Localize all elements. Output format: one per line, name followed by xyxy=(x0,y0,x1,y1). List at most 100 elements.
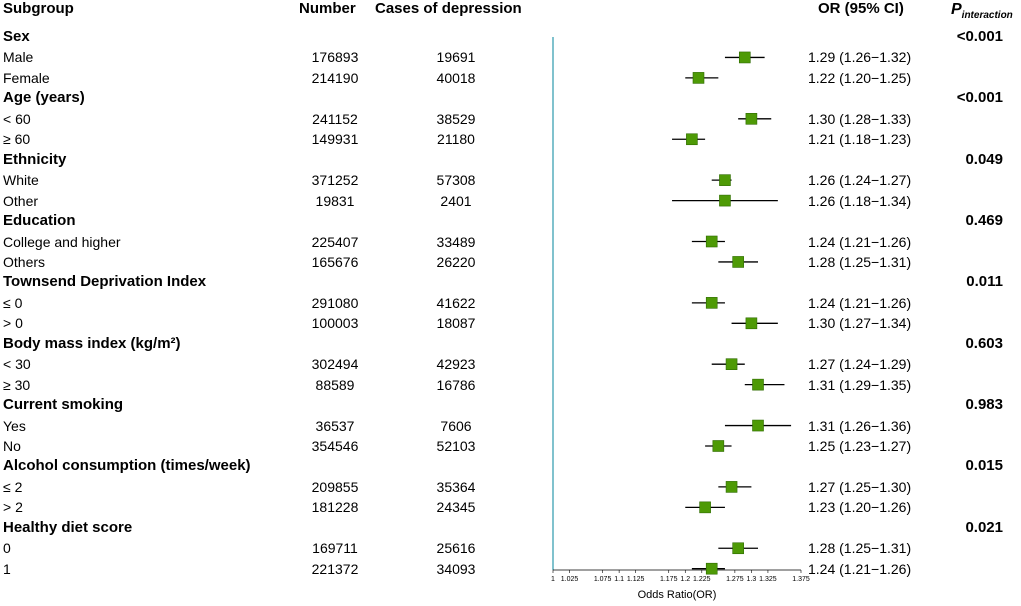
or-marker xyxy=(745,113,758,125)
subgroup-row: > 0 100003 18087 1.30 (1.27−1.34) xyxy=(0,313,1021,333)
or-marker xyxy=(732,256,744,268)
subgroup-row: No 354546 52103 1.25 (1.23−1.27) xyxy=(0,436,1021,456)
header-cases: Cases of depression xyxy=(375,0,522,17)
p-interaction-value: 0.049 xyxy=(965,150,1003,168)
or-marker xyxy=(719,174,731,186)
subgroup-label: ≤ 0 xyxy=(3,294,23,311)
subgroup-label: ≥ 30 xyxy=(3,376,31,393)
subgroup-row: < 60 241152 38529 1.30 (1.28−1.33) xyxy=(0,109,1021,129)
subgroup-label: Yes xyxy=(3,417,26,434)
subgroup-row: College and higher 225407 33489 1.24 (1.21−… xyxy=(0,232,1021,252)
subgroup-label: College and higher xyxy=(3,233,121,250)
header-p-sub: interaction xyxy=(961,10,1013,22)
or-marker xyxy=(712,440,725,452)
subgroup-row: ≤ 0 291080 41622 1.24 (1.21−1.26) xyxy=(0,293,1021,313)
subgroup-number: 354546 xyxy=(311,438,359,454)
subgroup-number: 291080 xyxy=(311,294,359,311)
x-tick-label: 1.125 xyxy=(627,576,645,583)
subgroup-cases: 40018 xyxy=(436,69,476,86)
subgroup-or-text: 1.31 (1.29−1.35) xyxy=(808,376,912,393)
subgroup-or-text: 1.26 (1.24−1.27) xyxy=(808,172,912,189)
subgroup-or-text: 1.28 (1.25−1.31) xyxy=(808,253,912,270)
x-tick-label: 1.275 xyxy=(726,576,744,583)
group-label: Current smoking xyxy=(3,396,124,414)
subgroup-cases: 19691 xyxy=(436,49,476,66)
x-tick-label: 1.1 xyxy=(614,576,624,583)
group-label: Body mass index (kg/m²) xyxy=(3,334,181,352)
subgroup-row: ≤ 2 209855 35364 1.27 (1.25−1.30) xyxy=(0,477,1021,497)
subgroup-or-text: 1.22 (1.20−1.25) xyxy=(808,69,912,86)
header-number: Number xyxy=(299,0,356,17)
subgroup-or-text: 1.24 (1.21−1.26) xyxy=(808,560,912,577)
x-tick-label: 1.025 xyxy=(561,576,579,583)
subgroup-number: 149931 xyxy=(311,131,359,148)
x-tick-label: 1 xyxy=(551,576,555,583)
subgroup-number: 165676 xyxy=(311,253,359,270)
group-row: Current smoking 0.983 xyxy=(0,395,1021,415)
subgroup-or-text: 1.26 (1.18−1.34) xyxy=(808,192,912,209)
subgroup-label: No xyxy=(3,438,21,454)
group-label: Education xyxy=(3,212,76,230)
subgroup-or-text: 1.23 (1.20−1.26) xyxy=(808,499,912,516)
x-tick-label: 1.175 xyxy=(660,576,678,583)
subgroup-cases: 21180 xyxy=(437,131,475,148)
p-interaction-value: 0.603 xyxy=(965,334,1003,352)
or-marker xyxy=(705,297,718,309)
subgroup-row: 1 221372 34093 1.24 (1.21−1.26) xyxy=(0,559,1021,579)
x-tick-label: 1.225 xyxy=(693,576,711,583)
group-label: Healthy diet score xyxy=(3,518,133,536)
subgroup-label: Female xyxy=(3,69,50,86)
p-interaction-value: <0.001 xyxy=(956,89,1003,107)
subgroup-label: 1 xyxy=(3,560,11,577)
subgroup-cases: 24345 xyxy=(436,499,476,516)
subgroup-or-text: 1.24 (1.21−1.26) xyxy=(808,294,912,311)
group-row: Age (years) <0.001 xyxy=(0,88,1021,108)
subgroup-number: 36537 xyxy=(315,417,355,434)
group-label: Townsend Deprivation Index xyxy=(3,273,207,291)
subgroup-cases: 16786 xyxy=(436,376,476,393)
or-marker xyxy=(705,562,718,575)
or-marker xyxy=(738,51,751,64)
subgroup-row: ≥ 30 88589 16786 1.31 (1.29−1.35) xyxy=(0,375,1021,395)
or-marker xyxy=(692,72,705,84)
subgroup-number: 371252 xyxy=(311,172,359,189)
subgroup-row: Other 19831 2401 1.26 (1.18−1.34) xyxy=(0,191,1021,211)
or-marker xyxy=(705,235,718,248)
x-tick-label: 1.3 xyxy=(747,576,757,583)
p-interaction-value: 0.011 xyxy=(966,273,1003,291)
group-label: Sex xyxy=(3,28,30,45)
subgroup-number: 241152 xyxy=(312,110,358,127)
subgroup-or-text: 1.21 (1.18−1.23) xyxy=(808,131,912,148)
subgroup-row: Others 165676 26220 1.28 (1.25−1.31) xyxy=(0,252,1021,272)
group-row: Education 0.469 xyxy=(0,211,1021,231)
subgroup-number: 225407 xyxy=(311,233,359,250)
header-or: OR (95% CI) xyxy=(818,0,904,17)
subgroup-number: 169711 xyxy=(312,540,358,557)
group-row: Ethnicity 0.049 xyxy=(0,150,1021,170)
subgroup-cases: 52103 xyxy=(436,438,476,454)
header-p-interaction: Pinteraction xyxy=(951,1,1013,21)
subgroup-or-text: 1.30 (1.27−1.34) xyxy=(808,315,912,332)
p-interaction-value: 0.469 xyxy=(965,212,1003,230)
subgroup-row: > 2 181228 24345 1.23 (1.20−1.26) xyxy=(0,497,1021,517)
subgroup-number: 100003 xyxy=(311,315,359,332)
or-marker xyxy=(745,317,758,330)
subgroup-label: > 0 xyxy=(3,315,23,332)
subgroup-number: 181228 xyxy=(311,499,359,516)
subgroup-cases: 57308 xyxy=(436,172,476,189)
subgroup-number: 88589 xyxy=(315,376,355,393)
subgroup-cases: 7606 xyxy=(440,417,472,434)
subgroup-label: Male xyxy=(3,49,34,66)
subgroup-cases: 41622 xyxy=(436,294,476,311)
group-row: Sex <0.001 xyxy=(0,27,1021,47)
subgroup-cases: 18087 xyxy=(436,315,476,332)
x-tick-label: 1.075 xyxy=(594,576,612,583)
subgroup-row: White 371252 57308 1.26 (1.24−1.27) xyxy=(0,170,1021,190)
group-row: Body mass index (kg/m²) 0.603 xyxy=(0,334,1021,354)
x-tick-label: 1.375 xyxy=(792,576,810,583)
subgroup-cases: 33489 xyxy=(436,233,476,250)
or-marker xyxy=(725,481,738,493)
subgroup-label: < 30 xyxy=(3,356,31,373)
subgroup-cases: 26220 xyxy=(436,253,476,270)
